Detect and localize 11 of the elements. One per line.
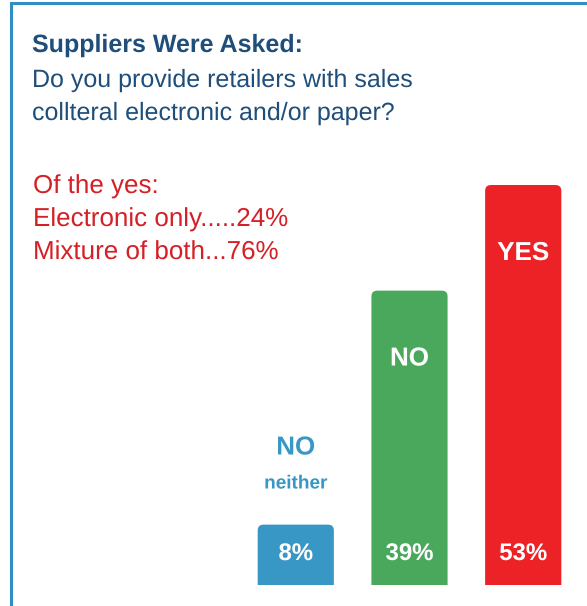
- chart-title: Suppliers Were Asked:: [32, 30, 303, 58]
- data-label: 39%: [385, 539, 434, 566]
- data-label: 8%: [278, 539, 314, 566]
- annotation: Mixture of both...76%: [33, 235, 279, 265]
- x-tick-label: YES: [497, 236, 550, 266]
- chart-subtitle: Do you provide retailers with sales collteral electronic and/or paper?: [32, 65, 413, 126]
- text: Of the yes:: [33, 169, 159, 199]
- x-tick-label: NO: [390, 342, 429, 372]
- data-label: 53%: [499, 539, 548, 566]
- x-tick-label: NO neither: [264, 430, 328, 494]
- annotation: Electronic only.....24%: [33, 202, 288, 232]
